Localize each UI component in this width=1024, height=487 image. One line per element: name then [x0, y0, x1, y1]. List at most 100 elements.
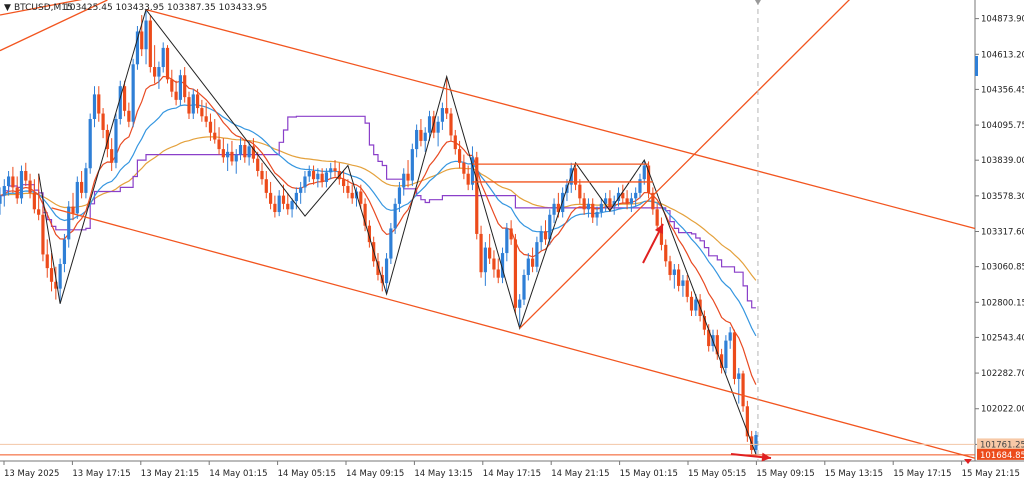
candle [320, 168, 324, 188]
candle-body [518, 299, 522, 308]
candle [191, 88, 195, 120]
candle [629, 192, 633, 213]
candle-body [333, 168, 337, 171]
zigzag-indicator [38, 8, 757, 455]
candle-body [668, 261, 672, 275]
candle-body [49, 268, 54, 282]
candle [49, 253, 54, 292]
candle-body [359, 191, 363, 204]
candle-body [363, 203, 367, 226]
current-price-tag-label: 101684.85 [980, 451, 1024, 461]
candle [470, 146, 475, 191]
candlesticks [0, 9, 758, 455]
candle-body [316, 173, 320, 180]
candle-body [677, 269, 681, 286]
candle-body [303, 176, 307, 188]
candle [299, 181, 303, 204]
candle [582, 192, 586, 215]
candle [651, 187, 655, 215]
candle-body [741, 373, 745, 407]
candle-body [672, 269, 676, 275]
candle-body [165, 47, 170, 80]
candle [668, 255, 672, 281]
candle-body [6, 176, 11, 187]
annotation-arrow-right [730, 452, 772, 462]
candle-body [67, 206, 71, 240]
candle [445, 76, 449, 120]
candle-body [204, 116, 208, 122]
candle [200, 99, 204, 122]
candle [303, 170, 307, 193]
candle [655, 203, 659, 232]
candle-body [625, 198, 629, 204]
candle [131, 58, 135, 128]
candle-body [174, 91, 178, 100]
candle [462, 154, 466, 180]
candle [333, 160, 337, 177]
candle-body [299, 187, 303, 193]
candle [260, 162, 264, 185]
zigzag-line [38, 8, 757, 455]
candle [646, 161, 651, 199]
candle-body [2, 186, 6, 196]
candle [183, 67, 187, 103]
candle [436, 116, 440, 147]
candle-body [732, 332, 737, 379]
candle-body [135, 31, 140, 65]
candle-body [311, 170, 316, 180]
price-tick-label: 104095.75 [981, 121, 1024, 131]
candle-body [719, 354, 724, 368]
candle-body [586, 203, 591, 210]
candle-body [393, 203, 397, 229]
candle [724, 335, 728, 374]
candle [19, 165, 24, 204]
header-triangle-icon: ▼ [4, 3, 11, 13]
candle-body [88, 119, 92, 169]
candle [208, 113, 213, 141]
candle [419, 119, 423, 147]
candle-body [470, 157, 475, 185]
time-tick-label: 14 May 13:15 [414, 469, 472, 479]
candle-body [157, 67, 161, 77]
candle [479, 225, 483, 278]
candle [741, 370, 745, 412]
price-tick-label: 102022.00 [981, 405, 1024, 415]
candle [475, 151, 479, 240]
candle-body [268, 192, 273, 204]
candle-body [251, 146, 256, 159]
candle [144, 9, 148, 65]
candle [251, 138, 256, 163]
candle-body [41, 214, 45, 255]
candle-body [24, 170, 28, 181]
candle-body [578, 184, 582, 199]
candle [161, 42, 165, 73]
candle [488, 233, 492, 265]
price-tick-label: 104356.45 [981, 85, 1024, 95]
candle-body [384, 258, 389, 284]
step-line [0, 115, 756, 309]
candle-body [84, 168, 88, 193]
candle [604, 192, 608, 213]
candle [415, 124, 419, 158]
candle [256, 151, 260, 177]
candle [290, 198, 294, 218]
symbol-label: BTCUSD,M15 [14, 3, 73, 13]
candle [483, 242, 487, 286]
candle [621, 184, 625, 204]
candle-body [457, 149, 462, 163]
candle [238, 138, 243, 161]
candle [41, 206, 45, 262]
candle-body [543, 231, 548, 240]
candle-body [28, 180, 32, 193]
candle-body [389, 228, 393, 259]
candle [492, 250, 496, 278]
candle [659, 217, 664, 251]
candle-body [582, 198, 586, 210]
candle-body [148, 20, 152, 68]
candle-body [745, 406, 749, 437]
candle [754, 430, 758, 455]
candle [32, 179, 36, 214]
candle [410, 143, 414, 187]
candle-body [273, 203, 277, 213]
